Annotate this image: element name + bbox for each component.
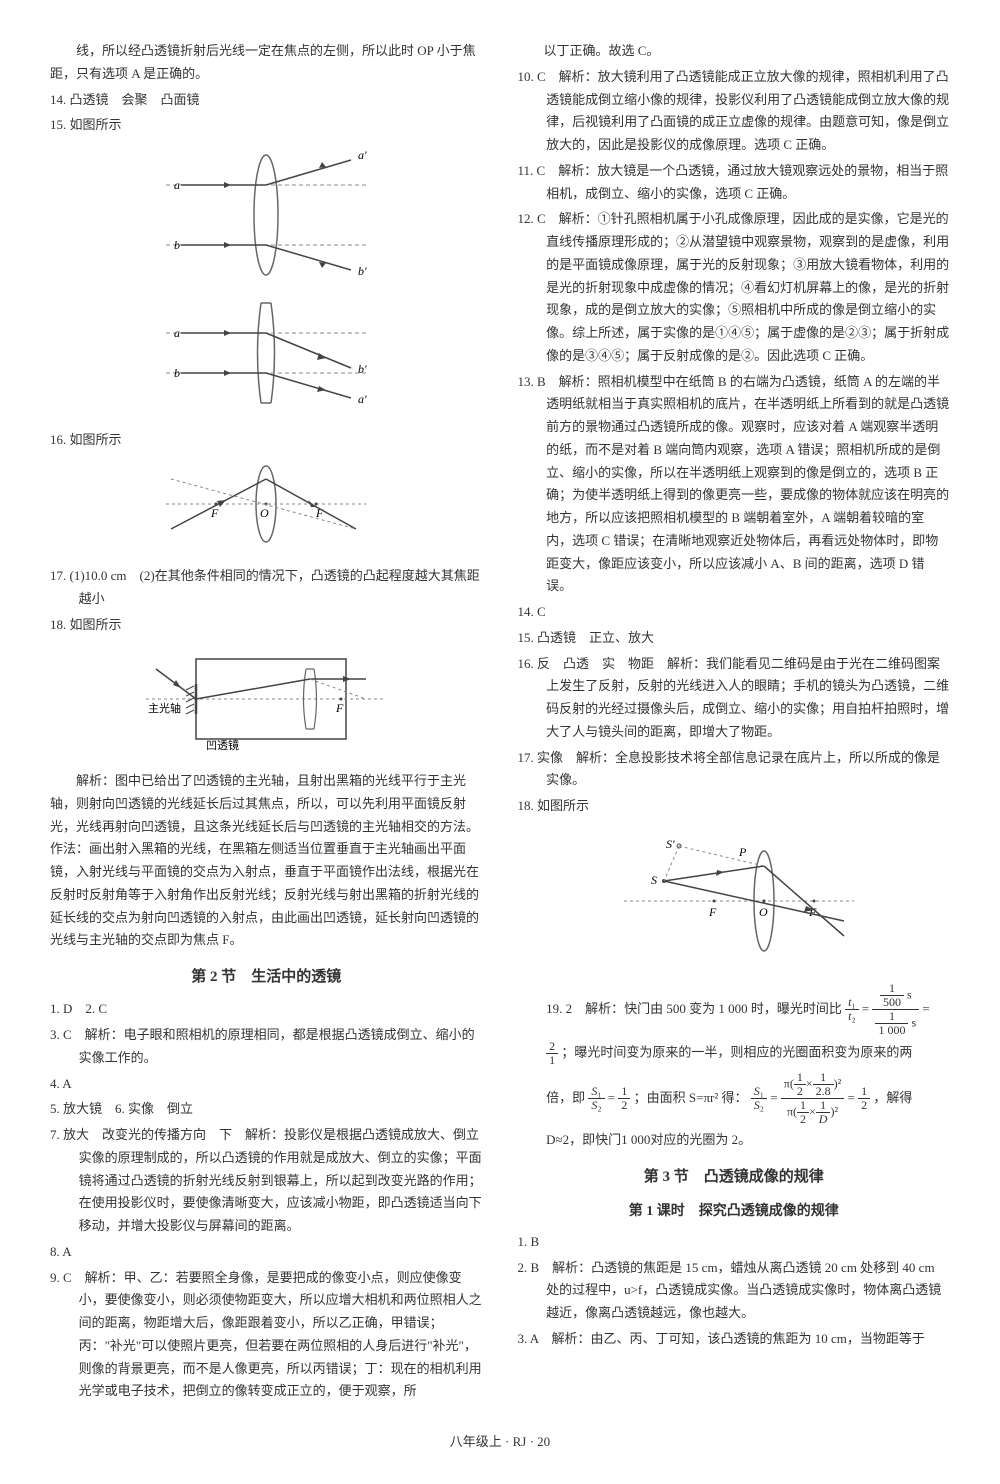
svg-text:O: O (759, 905, 768, 919)
s2-item-5-6: 5. 放大镜 6. 实像 倒立 (50, 1098, 483, 1121)
r-item-12: 12. C 解析：①针孔照相机属于小孔成像原理，因此成的是实像，它是光的直线传播… (518, 208, 951, 367)
r-item-19f: D≈2，即快门1 000对应的光圈为 2。 (518, 1129, 951, 1152)
svg-text:凹透镜: 凹透镜 (206, 738, 239, 752)
item-18: 18. 如图所示 (50, 614, 483, 637)
figure-r18: F O F S S′ P (518, 826, 951, 974)
item-15: 15. 如图所示 (50, 114, 483, 137)
r-19-c: 倍，即 (546, 1089, 585, 1104)
s2-item-3: 3. C 解析：电子眼和照相机的原理相同，都是根据凸透镜成倒立、缩小的实像工作的… (50, 1024, 483, 1070)
r-item-19b: 21 ；曝光时间变为原来的一半，则相应的光圈面积变为原来的两 (518, 1040, 951, 1067)
svg-text:S: S (651, 873, 657, 887)
r-19-b: ；曝光时间变为原来的一半，则相应的光圈面积变为原来的两 (561, 1045, 912, 1060)
r-item-17: 17. 实像 解析：全息投影技术将全部信息记录在底片上，所以所成的像是实像。 (518, 747, 951, 793)
r-item-15: 15. 凸透镜 正立、放大 (518, 627, 951, 650)
figure-18-blackbox: F 凹透镜 主光轴 (50, 644, 483, 762)
s2-item-4: 4. A (50, 1073, 483, 1096)
s2-item-1-2: 1. D 2. C (50, 998, 483, 1021)
svg-text:b: b (174, 238, 180, 252)
analysis-18: 解析：图中已给出了凹透镜的主光轴，且射出黑箱的光线平行于主光轴，则射向凹透镜的光… (50, 770, 483, 952)
figure-15-lens: a b a′ b′ a b b′ a′ (50, 145, 483, 421)
svg-text:a′: a′ (358, 392, 367, 406)
r-para-top: 以丁正确。故选 C。 (518, 40, 951, 63)
item-16: 16. 如图所示 (50, 429, 483, 452)
r-item-16: 16. 反 凸透 实 物距 解析：我们能看见二维码是由于光在二维码图案上发生了反… (518, 653, 951, 744)
svg-text:a′: a′ (358, 148, 367, 162)
s2-item-7: 7. 放大 改变光的传播方向 下 解析：投影仪是根据凸透镜成放大、倒立实像的原理… (50, 1124, 483, 1238)
s2-item-8: 8. A (50, 1241, 483, 1264)
svg-text:F: F (335, 701, 344, 715)
two-column-layout: 线，所以经凸透镜折射后光线一定在焦点的左侧，所以此时 OP 小于焦距，只有选项 … (50, 40, 950, 1406)
svg-text:F: F (708, 905, 717, 919)
r-item-18: 18. 如图所示 (518, 795, 951, 818)
svg-text:a: a (174, 178, 180, 192)
svg-text:b′: b′ (358, 264, 367, 278)
svg-text:a: a (174, 326, 180, 340)
section-3-title: 第 3 节 凸透镜成像的规律 (518, 1164, 951, 1190)
svg-text:主光轴: 主光轴 (148, 701, 181, 715)
section-3-subtitle: 第 1 课时 探究凸透镜成像的规律 (518, 1200, 951, 1225)
svg-text:b: b (174, 366, 180, 380)
item-17: 17. (1)10.0 cm (2)在其他条件相同的情况下，凸透镜的凸起程度越大… (50, 565, 483, 611)
item-14: 14. 凸透镜 会聚 凸面镜 (50, 89, 483, 112)
svg-text:P: P (738, 845, 747, 859)
figure-16-lens: F O F (50, 459, 483, 557)
r-item-14: 14. C (518, 601, 951, 624)
s3-item-2: 2. B 解析：凸透镜的焦距是 15 cm，蜡烛从离凸透镜 20 cm 处移到 … (518, 1257, 951, 1325)
r-item-10: 10. C 解析：放大镜利用了凸透镜能成正立放大像的规律，照相机利用了凸透镜能成… (518, 66, 951, 157)
r-19-a: 19. 2 解析：快门由 500 变为 1 000 时，曝光时间比 (546, 1000, 842, 1015)
r-item-11: 11. C 解析：放大镜是一个凸透镜，通过放大镜观察远处的景物，相当于照相机，成… (518, 160, 951, 206)
r-item-19: 19. 2 解析：快门由 500 变为 1 000 时，曝光时间比 t₁t₂ =… (518, 982, 951, 1038)
r-19-e: ，解得 (873, 1089, 912, 1104)
para-continuation: 线，所以经凸透镜折射后光线一定在焦点的左侧，所以此时 OP 小于焦距，只有选项 … (50, 40, 483, 86)
right-column: 以丁正确。故选 C。 10. C 解析：放大镜利用了凸透镜能成正立放大像的规律，… (518, 40, 951, 1406)
section-2-title: 第 2 节 生活中的透镜 (50, 964, 483, 990)
svg-text:b′: b′ (358, 362, 367, 376)
s2-item-9: 9. C 解析：甲、乙：若要照全身像，是要把成的像变小点，则应使像变小，要使像变… (50, 1267, 483, 1404)
svg-text:S′: S′ (666, 837, 675, 851)
page-footer: 八年级上 · RJ · 20 (50, 1431, 950, 1454)
left-column: 线，所以经凸透镜折射后光线一定在焦点的左侧，所以此时 OP 小于焦距，只有选项 … (50, 40, 483, 1406)
svg-text:O: O (260, 506, 269, 520)
r-19-d: ；由面积 S=πr² 得： (634, 1089, 748, 1104)
s3-item-1: 1. B (518, 1231, 951, 1254)
r-item-13: 13. B 解析：照相机模型中在纸筒 B 的右端为凸透镜，纸筒 A 的左端的半透… (518, 371, 951, 599)
r-item-19c: 倍，即 S₁S₂ = 12 ；由面积 S=πr² 得： S₁S₂ = π(12×… (518, 1071, 951, 1127)
s3-item-3: 3. A 解析：由乙、丙、丁可知，该凸透镜的焦距为 10 cm，当物距等于 (518, 1328, 951, 1351)
